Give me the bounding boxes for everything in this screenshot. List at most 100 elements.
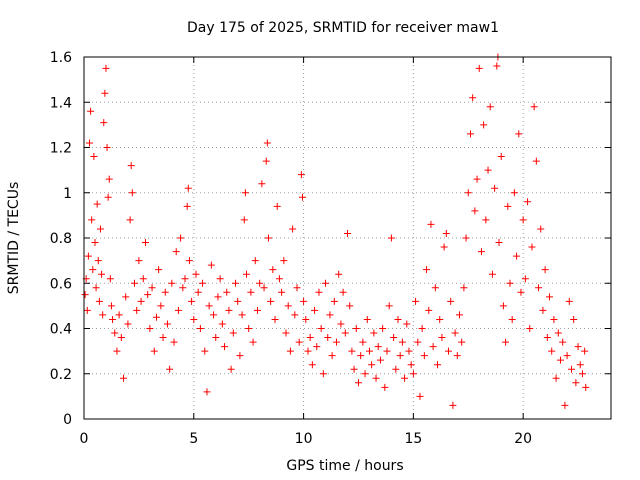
data-point (412, 297, 420, 305)
x-tick-label: 0 (80, 431, 89, 447)
data-point (368, 361, 376, 369)
data-point (317, 325, 325, 332)
data-point (128, 189, 136, 197)
data-point (440, 243, 448, 251)
data-point (269, 266, 277, 274)
data-point (348, 347, 356, 355)
data-point (486, 103, 494, 111)
data-point (582, 383, 590, 391)
data-point (491, 184, 499, 192)
data-point (221, 343, 229, 351)
data-point (405, 347, 413, 355)
data-point (401, 374, 409, 382)
data-point (98, 270, 106, 278)
data-point (357, 352, 365, 360)
data-point (172, 248, 180, 256)
data-point (506, 279, 514, 287)
data-point (88, 216, 96, 224)
data-point (539, 306, 547, 314)
data-point (139, 275, 147, 283)
data-point (242, 270, 250, 278)
data-point (554, 329, 562, 337)
data-point (567, 365, 575, 373)
data-point (159, 334, 167, 342)
data-point (297, 171, 305, 179)
data-point (170, 338, 178, 346)
data-point (504, 202, 512, 210)
data-point (87, 107, 95, 115)
data-point (205, 302, 213, 310)
data-point (488, 270, 496, 278)
data-point (499, 302, 507, 310)
data-point (109, 315, 117, 323)
data-point (289, 225, 297, 233)
data-point (150, 347, 158, 355)
data-point (339, 288, 347, 296)
data-point (455, 311, 463, 319)
data-point (436, 315, 444, 323)
data-point (543, 334, 551, 342)
data-point (232, 279, 240, 287)
data-point (578, 370, 586, 378)
data-point (423, 266, 431, 274)
data-point (407, 361, 415, 369)
x-tick-label: 20 (514, 431, 532, 447)
data-point (81, 291, 89, 299)
data-point (102, 64, 110, 72)
data-point (144, 291, 152, 299)
data-point (100, 119, 108, 127)
data-point (350, 365, 358, 373)
data-point (240, 216, 248, 224)
data-point (546, 293, 554, 301)
data-point (212, 334, 220, 342)
data-point (131, 279, 139, 287)
data-point (306, 334, 314, 342)
data-point (352, 325, 360, 332)
y-tick-label: 1 (63, 186, 72, 202)
data-point (469, 94, 477, 102)
data-point (381, 383, 389, 391)
data-point (263, 139, 271, 147)
data-point (166, 365, 174, 373)
data-point (365, 347, 373, 355)
data-point (84, 252, 92, 260)
data-point (234, 297, 242, 305)
y-tick-label: 1.2 (50, 141, 72, 157)
data-point (324, 334, 332, 342)
data-point (103, 144, 111, 151)
data-point (532, 157, 540, 165)
data-point (99, 311, 107, 319)
data-point (385, 302, 393, 310)
data-point (541, 266, 549, 274)
data-point (420, 352, 428, 360)
grid-lines (84, 57, 611, 419)
data-point (572, 379, 580, 387)
data-point (359, 338, 367, 346)
data-point (552, 374, 560, 382)
data-point (190, 315, 198, 323)
data-point (335, 270, 343, 278)
data-point (414, 338, 422, 346)
data-point (344, 229, 351, 237)
data-point (438, 334, 446, 342)
data-point (556, 356, 564, 364)
data-point (284, 302, 292, 310)
data-point (262, 157, 270, 165)
data-point (267, 297, 275, 305)
data-point (137, 297, 145, 305)
y-axis-label: SRMTID / TECUs (6, 182, 22, 295)
data-point (146, 325, 154, 332)
data-point (445, 347, 453, 355)
data-point (291, 311, 299, 319)
data-point (311, 306, 319, 314)
data-point (521, 275, 529, 283)
data-point (475, 64, 483, 72)
x-tick-label: 5 (189, 431, 198, 447)
data-point (273, 202, 281, 210)
data-point (111, 329, 119, 337)
data-point (184, 184, 192, 192)
data-point (449, 401, 457, 409)
data-point (229, 329, 237, 337)
data-point (493, 62, 501, 70)
tick-labels: 0 5 10 15 20 0 0.2 0.4 0.6 0.8 1 1.2 1.4 1.6 (50, 50, 532, 447)
